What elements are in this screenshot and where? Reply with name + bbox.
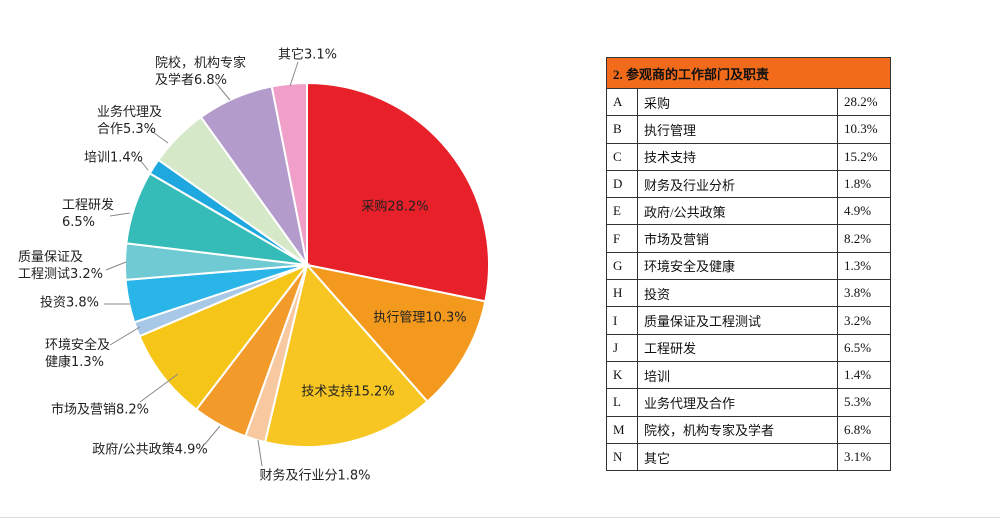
row-percent: 6.5% [837,333,891,362]
leader-line [214,81,231,101]
divider [0,517,1000,518]
row-letter: A [606,87,638,117]
row-percent: 10.3% [837,115,891,144]
slice-label: 环境安全及健康1.3% [45,337,110,370]
row-name: 市场及营销 [637,224,838,253]
leader-line [105,261,127,271]
row-percent: 1.8% [837,169,891,199]
row-letter: B [606,115,638,144]
table-row: L 业务代理及合作 5.3% [606,388,891,417]
row-percent: 28.2% [837,87,891,117]
table-row: G 环境安全及健康 1.3% [606,251,891,281]
slice-label: 业务代理及合作5.3% [97,104,162,137]
slice-label: 技术支持15.2% [301,385,394,400]
row-name: 院校，机构专家及学者 [637,415,838,444]
row-percent: 15.2% [837,142,891,171]
slice-label: 其它3.1% [278,47,337,63]
slice-label: 工程研发 6.5% [62,197,114,230]
slice-label: 投资3.8% [40,295,99,311]
table-row: M 院校，机构专家及学者 6.8% [606,415,891,444]
pie-slice [306,81,490,303]
row-letter: L [606,388,638,417]
row-percent: 8.2% [837,224,891,253]
row-name: 业务代理及合作 [637,388,838,417]
table-row: J 工程研发 6.5% [606,333,891,362]
table-row: E 政府/公共政策 4.9% [606,197,891,226]
slice-label: 院校，机构专家及学者6.8% [155,55,246,88]
leader-line [109,212,131,217]
row-letter: D [606,169,638,199]
table-row: H 投资 3.8% [606,279,891,308]
leader-line [139,373,179,403]
row-percent: 3.2% [837,306,891,335]
row-letter: J [606,333,638,362]
leader-line [149,129,169,144]
row-letter: K [606,360,638,390]
table-row: C 技术支持 15.2% [606,142,891,171]
row-letter: E [606,197,638,226]
table-row: D 财务及行业分析 1.8% [606,169,891,199]
pie-slice [138,262,311,411]
row-name: 采购 [637,87,838,117]
row-name: 环境安全及健康 [637,251,838,281]
row-name: 其它 [637,442,838,472]
row-percent: 6.8% [837,415,891,444]
table-row: B 执行管理 10.3% [606,115,891,144]
table-row: F 市场及营销 8.2% [606,224,891,253]
slice-label: 培训1.4% [84,150,143,166]
row-letter: H [606,279,638,308]
slice-label: 采购28.2% [361,199,428,215]
row-percent: 1.4% [837,360,891,390]
slice-label: 执行管理10.3% [373,311,466,326]
row-name: 培训 [637,360,838,390]
table-row: A 采购 28.2% [606,87,891,117]
leader-line [109,326,141,346]
slice-label: 政府/公共政策4.9% [92,442,207,458]
pie-slice [263,262,429,448]
table-title: 2. 参观商的工作部门及职责 [606,57,891,89]
row-name: 技术支持 [637,142,838,171]
slice-label: 财务及行业分1.8% [259,468,370,484]
pie-slice [270,81,308,266]
row-percent: 3.8% [837,279,891,308]
row-percent: 1.3% [837,251,891,281]
row-percent: 5.3% [837,388,891,417]
row-letter: F [606,224,638,253]
table-row: K 培训 1.4% [606,360,891,390]
slice-label: 质量保证及工程测试3.2% [18,250,103,282]
pie-chart: 采购28.2% 执行管理10.3% 技术支持15.2% 财务及行业分1.8% 政府/公共… [18,47,490,484]
data-table: 2. 参观商的工作部门及职责 A 采购 28.2% B 执行管理 10.3% C 技术支持 15… [606,57,891,472]
row-name: 工程研发 [637,333,838,362]
table-row: I 质量保证及工程测试 3.2% [606,306,891,335]
pie-slice [304,263,487,403]
row-percent: 4.9% [837,197,891,226]
leader-line [139,159,149,171]
row-letter: M [606,415,638,444]
row-letter: C [606,142,638,171]
leader-line [204,425,221,445]
slice-label: 市场及营销8.2% [51,402,149,418]
row-name: 执行管理 [637,115,838,144]
row-letter: I [606,306,638,335]
row-letter: N [606,442,638,472]
row-name: 财务及行业分析 [637,169,838,199]
row-name: 质量保证及工程测试 [637,306,838,335]
row-name: 政府/公共政策 [637,197,838,226]
row-percent: 3.1% [837,442,891,472]
leader-line [289,61,299,87]
leader-line [257,439,263,467]
row-letter: G [606,251,638,281]
row-name: 投资 [637,279,838,308]
table-row: N 其它 3.1% [606,442,891,472]
